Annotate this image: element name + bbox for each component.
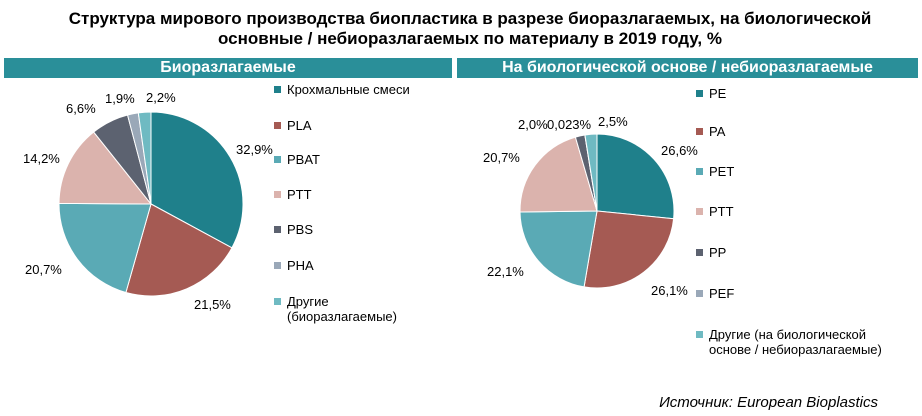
right-legend-label: PEF xyxy=(709,286,735,301)
right-legend-item: PP xyxy=(696,245,726,260)
left-pie-slice xyxy=(125,203,233,297)
right-legend-item: PTT xyxy=(696,204,734,219)
left-legend-item: PTT xyxy=(274,187,312,202)
right-legend-swatch xyxy=(696,208,703,215)
right-legend-item: PET xyxy=(696,164,734,179)
left-legend-label: PLA xyxy=(287,118,312,133)
right-legend-swatch xyxy=(696,128,703,135)
right-legend-label-line: основе / небиоразлагаемые) xyxy=(709,342,882,357)
left-label-starch: 32,9% xyxy=(236,142,273,157)
left-label-pbs: 6,6% xyxy=(66,101,96,116)
right-legend-swatch xyxy=(696,249,703,256)
right-legend-swatch xyxy=(696,331,703,338)
right-label-ptt: 20,7% xyxy=(483,150,520,165)
left-legend-label: PBS xyxy=(287,222,314,237)
left-label-pbat: 20,7% xyxy=(25,262,62,277)
right-legend-label-line: Другие (на биологической xyxy=(709,327,867,342)
left-pie-slice xyxy=(137,111,152,205)
right-pie-slice xyxy=(596,133,675,220)
left-legend-label: Крохмальные смеси xyxy=(287,82,410,97)
right-label-pa: 26,1% xyxy=(651,283,688,298)
right-chart-header: На биологической основе / небиоразлагаем… xyxy=(457,58,918,78)
left-legend-item: PBS xyxy=(274,222,313,237)
left-chart-header: Биоразлагаемые xyxy=(4,58,452,78)
right-legend-item: PE xyxy=(696,86,726,101)
left-legend-swatch xyxy=(274,262,281,269)
right-pie-slice xyxy=(519,136,598,213)
left-legend-swatch xyxy=(274,86,281,93)
left-label-pha: 1,9% xyxy=(105,91,135,106)
left-pie-slice xyxy=(58,202,152,294)
left-legend-swatch xyxy=(274,226,281,233)
left-legend-label: PBAT xyxy=(287,152,320,167)
left-legend-item: PBAT xyxy=(274,152,320,167)
right-legend-swatch xyxy=(696,90,703,97)
left-legend-label: PHA xyxy=(287,258,314,273)
source-note: Источник: European Bioplastics xyxy=(659,394,878,411)
left-label-other: 2,2% xyxy=(146,90,176,105)
left-legend-item: Крохмальные смеси xyxy=(274,82,410,97)
left-legend-swatch xyxy=(274,191,281,198)
left-label-pla: 21,5% xyxy=(194,297,231,312)
right-pie-slice xyxy=(519,210,598,288)
right-legend-label: PA xyxy=(709,124,726,139)
left-legend-item: Другие (биоразлагаемые) xyxy=(274,294,397,324)
right-legend-label: Другие (на биологической основе / небиор… xyxy=(709,327,882,357)
left-pie-slice xyxy=(150,111,244,249)
right-label-pe: 26,6% xyxy=(661,143,698,158)
right-legend-item: PA xyxy=(696,124,725,139)
right-legend-label: PE xyxy=(709,86,727,101)
right-legend-swatch xyxy=(696,290,703,297)
left-legend-label-line: (биоразлагаемые) xyxy=(287,309,397,324)
left-legend-label-line: Другие xyxy=(287,294,329,309)
right-pie-slice xyxy=(583,210,675,289)
left-legend-swatch xyxy=(274,122,281,129)
right-legend-label: PP xyxy=(709,245,727,260)
right-legend-item: PEF xyxy=(696,286,734,301)
left-legend-swatch xyxy=(274,298,281,305)
left-legend-label: PTT xyxy=(287,187,312,202)
chart-title: Структура мирового производства биопласт… xyxy=(68,9,872,48)
left-pie-slice xyxy=(58,131,153,205)
right-legend-label: PTT xyxy=(709,204,734,219)
left-label-ptt: 14,2% xyxy=(23,151,60,166)
right-label-pef: 0,023% xyxy=(547,117,592,132)
left-legend-label: Другие (биоразлагаемые) xyxy=(287,294,397,324)
right-legend-swatch xyxy=(696,168,703,175)
right-label-pet: 22,1% xyxy=(487,264,524,279)
right-pie-slice xyxy=(584,133,598,212)
right-label-other: 2,5% xyxy=(598,114,628,129)
right-legend-item: Другие (на биологической основе / небиор… xyxy=(696,327,882,357)
left-legend-item: PLA xyxy=(274,118,312,133)
left-legend-swatch xyxy=(274,156,281,163)
right-label-pp: 2,0% xyxy=(518,117,548,132)
right-legend-label: PET xyxy=(709,164,735,179)
left-legend-item: PHA xyxy=(274,258,314,273)
